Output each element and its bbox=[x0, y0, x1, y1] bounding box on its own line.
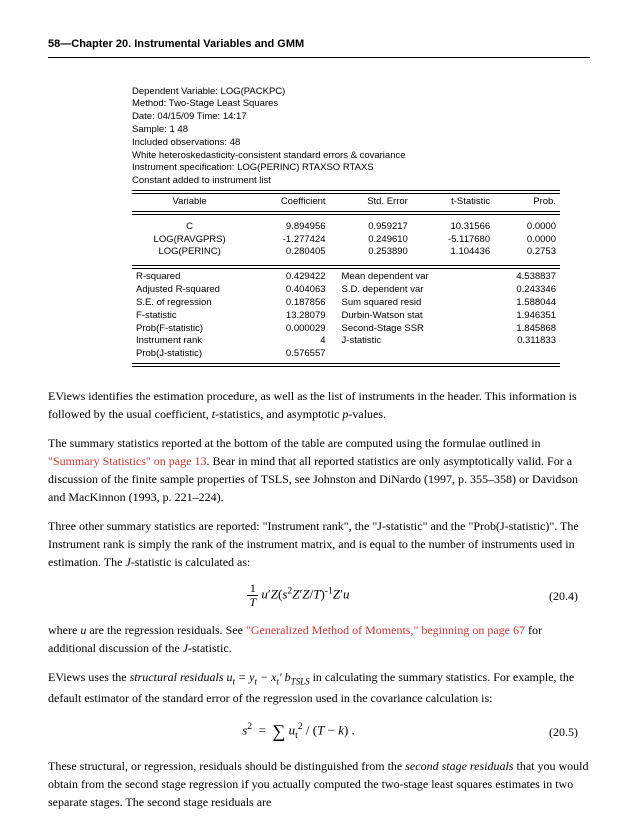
stat-label: J-statistic bbox=[330, 335, 478, 348]
paragraph: where u are the regression residuals. Se… bbox=[48, 621, 590, 657]
meta-line: Instrument specification: LOG(PERINC) RT… bbox=[132, 162, 560, 175]
stat-label: Second-Stage SSR bbox=[330, 323, 478, 336]
equation-20-4: 1T u′Z(s2Z′Z/T)-1Z′u (20.4) bbox=[48, 582, 590, 609]
col-coefficient: Coefficient bbox=[247, 196, 329, 209]
link-summary-statistics[interactable]: "Summary Statistics" on page 13 bbox=[48, 454, 206, 468]
cell: 0.0000 bbox=[494, 234, 560, 247]
page-header: 58—Chapter 20. Instrumental Variables an… bbox=[48, 36, 590, 58]
chapter-title: Chapter 20. Instrumental Variables and G… bbox=[71, 38, 304, 50]
cell: 10.31566 bbox=[412, 221, 494, 234]
stat-value: 13.28079 bbox=[247, 310, 329, 323]
cell: 0.2753 bbox=[494, 246, 560, 259]
stat-label: S.E. of regression bbox=[132, 297, 247, 310]
stat-label: Instrument rank bbox=[132, 335, 247, 348]
cell: 0.959217 bbox=[330, 221, 412, 234]
meta-line: Method: Two-Stage Least Squares bbox=[132, 98, 560, 111]
equation-number: (20.5) bbox=[549, 723, 578, 741]
cell: 0.253890 bbox=[330, 246, 412, 259]
eviews-output: Dependent Variable: LOG(PACKPC) Method: … bbox=[132, 86, 560, 367]
equation-20-5: s2 = ∑ ut2 / (T − k) . (20.5) bbox=[48, 718, 590, 745]
col-stderr: Std. Error bbox=[330, 196, 412, 209]
stat-value: 1.588044 bbox=[478, 297, 560, 310]
cell: 1.104436 bbox=[412, 246, 494, 259]
coef-row: LOG(RAVGPRS) -1.277424 0.249610 -5.11768… bbox=[132, 234, 560, 247]
meta-line: Sample: 1 48 bbox=[132, 124, 560, 137]
stat-value: 0.243346 bbox=[478, 284, 560, 297]
stat-value: 4.538837 bbox=[478, 271, 560, 284]
stat-value bbox=[478, 348, 560, 361]
stat-value: 0.404063 bbox=[247, 284, 329, 297]
rule bbox=[132, 190, 560, 194]
equation-number: (20.4) bbox=[549, 587, 578, 605]
paragraph: These structural, or regression, residua… bbox=[48, 757, 590, 811]
formula: s2 = ∑ ut2 / (T − k) . bbox=[48, 718, 549, 745]
stat-value: 0.576557 bbox=[247, 348, 329, 361]
stat-label: Prob(F-statistic) bbox=[132, 323, 247, 336]
stat-value: 0.000029 bbox=[247, 323, 329, 336]
stat-value: 1.845868 bbox=[478, 323, 560, 336]
rule bbox=[132, 211, 560, 215]
cell: LOG(PERINC) bbox=[132, 246, 247, 259]
stat-label: Durbin-Watson stat bbox=[330, 310, 478, 323]
meta-line: Included observations: 48 bbox=[132, 137, 560, 150]
meta-line: White heteroskedasticity-consistent stan… bbox=[132, 150, 560, 163]
paragraph: The summary statistics reported at the b… bbox=[48, 434, 590, 506]
link-gmm[interactable]: "Generalized Method of Moments," beginni… bbox=[246, 623, 525, 637]
cell: 0.249610 bbox=[330, 234, 412, 247]
cell: -5.117680 bbox=[412, 234, 494, 247]
inline-formula: ut = yt − xt′ bTSLS bbox=[227, 670, 310, 684]
stats-grid: R-squared0.429422Mean dependent var4.538… bbox=[132, 271, 560, 361]
col-variable: Variable bbox=[132, 196, 247, 209]
col-tstat: t-Statistic bbox=[412, 196, 494, 209]
meta-line: Dependent Variable: LOG(PACKPC) bbox=[132, 86, 560, 99]
stat-label: Sum squared resid bbox=[330, 297, 478, 310]
meta-line: Date: 04/15/09 Time: 14:17 bbox=[132, 111, 560, 124]
stat-label: F-statistic bbox=[132, 310, 247, 323]
cell: 9.894956 bbox=[247, 221, 329, 234]
cell: -1.277424 bbox=[247, 234, 329, 247]
page-number: 58 bbox=[48, 38, 60, 50]
cell: 0.280405 bbox=[247, 246, 329, 259]
meta-line: Constant added to instrument list bbox=[132, 175, 560, 188]
coef-row: C 9.894956 0.959217 10.31566 0.0000 bbox=[132, 221, 560, 234]
stat-label: R-squared bbox=[132, 271, 247, 284]
stat-value: 4 bbox=[247, 335, 329, 348]
stat-value: 0.311833 bbox=[478, 335, 560, 348]
cell: C bbox=[132, 221, 247, 234]
paragraph: Three other summary statistics are repor… bbox=[48, 517, 590, 571]
stat-label bbox=[330, 348, 478, 361]
stat-label: S.D. dependent var bbox=[330, 284, 478, 297]
rule bbox=[132, 265, 560, 269]
stat-label: Mean dependent var bbox=[330, 271, 478, 284]
stat-value: 1.946351 bbox=[478, 310, 560, 323]
stat-value: 0.187856 bbox=[247, 297, 329, 310]
paragraph: EViews uses the structural residuals ut … bbox=[48, 668, 590, 707]
coef-header-row: Variable Coefficient Std. Error t-Statis… bbox=[132, 196, 560, 209]
cell: LOG(RAVGPRS) bbox=[132, 234, 247, 247]
coef-row: LOG(PERINC) 0.280405 0.253890 1.104436 0… bbox=[132, 246, 560, 259]
stat-value: 0.429422 bbox=[247, 271, 329, 284]
stat-label: Prob(J-statistic) bbox=[132, 348, 247, 361]
rule bbox=[132, 363, 560, 367]
cell: 0.0000 bbox=[494, 221, 560, 234]
formula: 1T u′Z(s2Z′Z/T)-1Z′u bbox=[48, 582, 549, 609]
stat-label: Adjusted R-squared bbox=[132, 284, 247, 297]
eviews-meta: Dependent Variable: LOG(PACKPC) Method: … bbox=[132, 86, 560, 189]
col-prob: Prob. bbox=[494, 196, 560, 209]
paragraph: EViews identifies the estimation procedu… bbox=[48, 387, 590, 423]
